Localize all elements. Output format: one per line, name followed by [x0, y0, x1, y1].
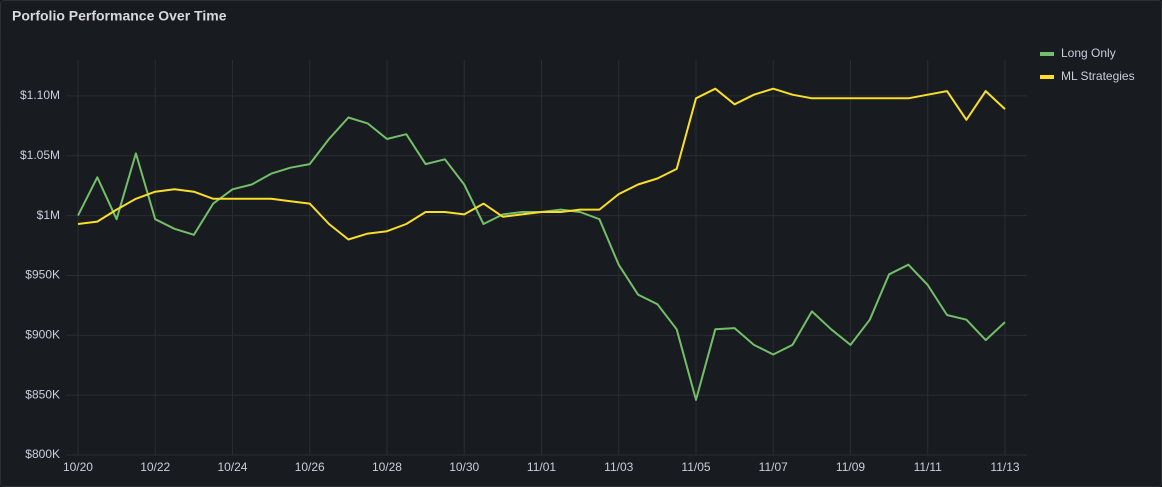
legend-label: Long Only [1061, 46, 1116, 60]
y-tick-label: $800K [25, 447, 60, 461]
y-tick-label: $1M [37, 208, 60, 222]
x-tick-label: 11/13 [990, 460, 1019, 474]
y-tick-label: $900K [25, 327, 60, 341]
legend-label: ML Strategies [1061, 69, 1135, 83]
x-tick-label: 11/01 [527, 460, 556, 474]
x-tick-label: 10/24 [217, 460, 247, 474]
x-tick-label: 10/26 [295, 460, 325, 474]
x-tick-label: 11/03 [604, 460, 633, 474]
y-tick-label: $1.05M [20, 148, 60, 162]
x-tick-label: 11/09 [836, 460, 865, 474]
y-tick-label: $1.10M [20, 88, 60, 102]
x-tick-label: 10/20 [63, 460, 93, 474]
x-tick-label: 10/28 [372, 460, 402, 474]
x-tick-label: 11/05 [681, 460, 710, 474]
x-tick-label: 11/11 [914, 460, 943, 474]
x-tick-label: 10/30 [449, 460, 479, 474]
y-tick-label: $950K [25, 268, 60, 282]
x-tick-label: 10/22 [140, 460, 170, 474]
chart-title: Porfolio Performance Over Time [12, 8, 227, 24]
series-line [77, 87, 1006, 241]
y-tick-label: $850K [25, 387, 60, 401]
x-tick-label: 11/07 [759, 460, 788, 474]
